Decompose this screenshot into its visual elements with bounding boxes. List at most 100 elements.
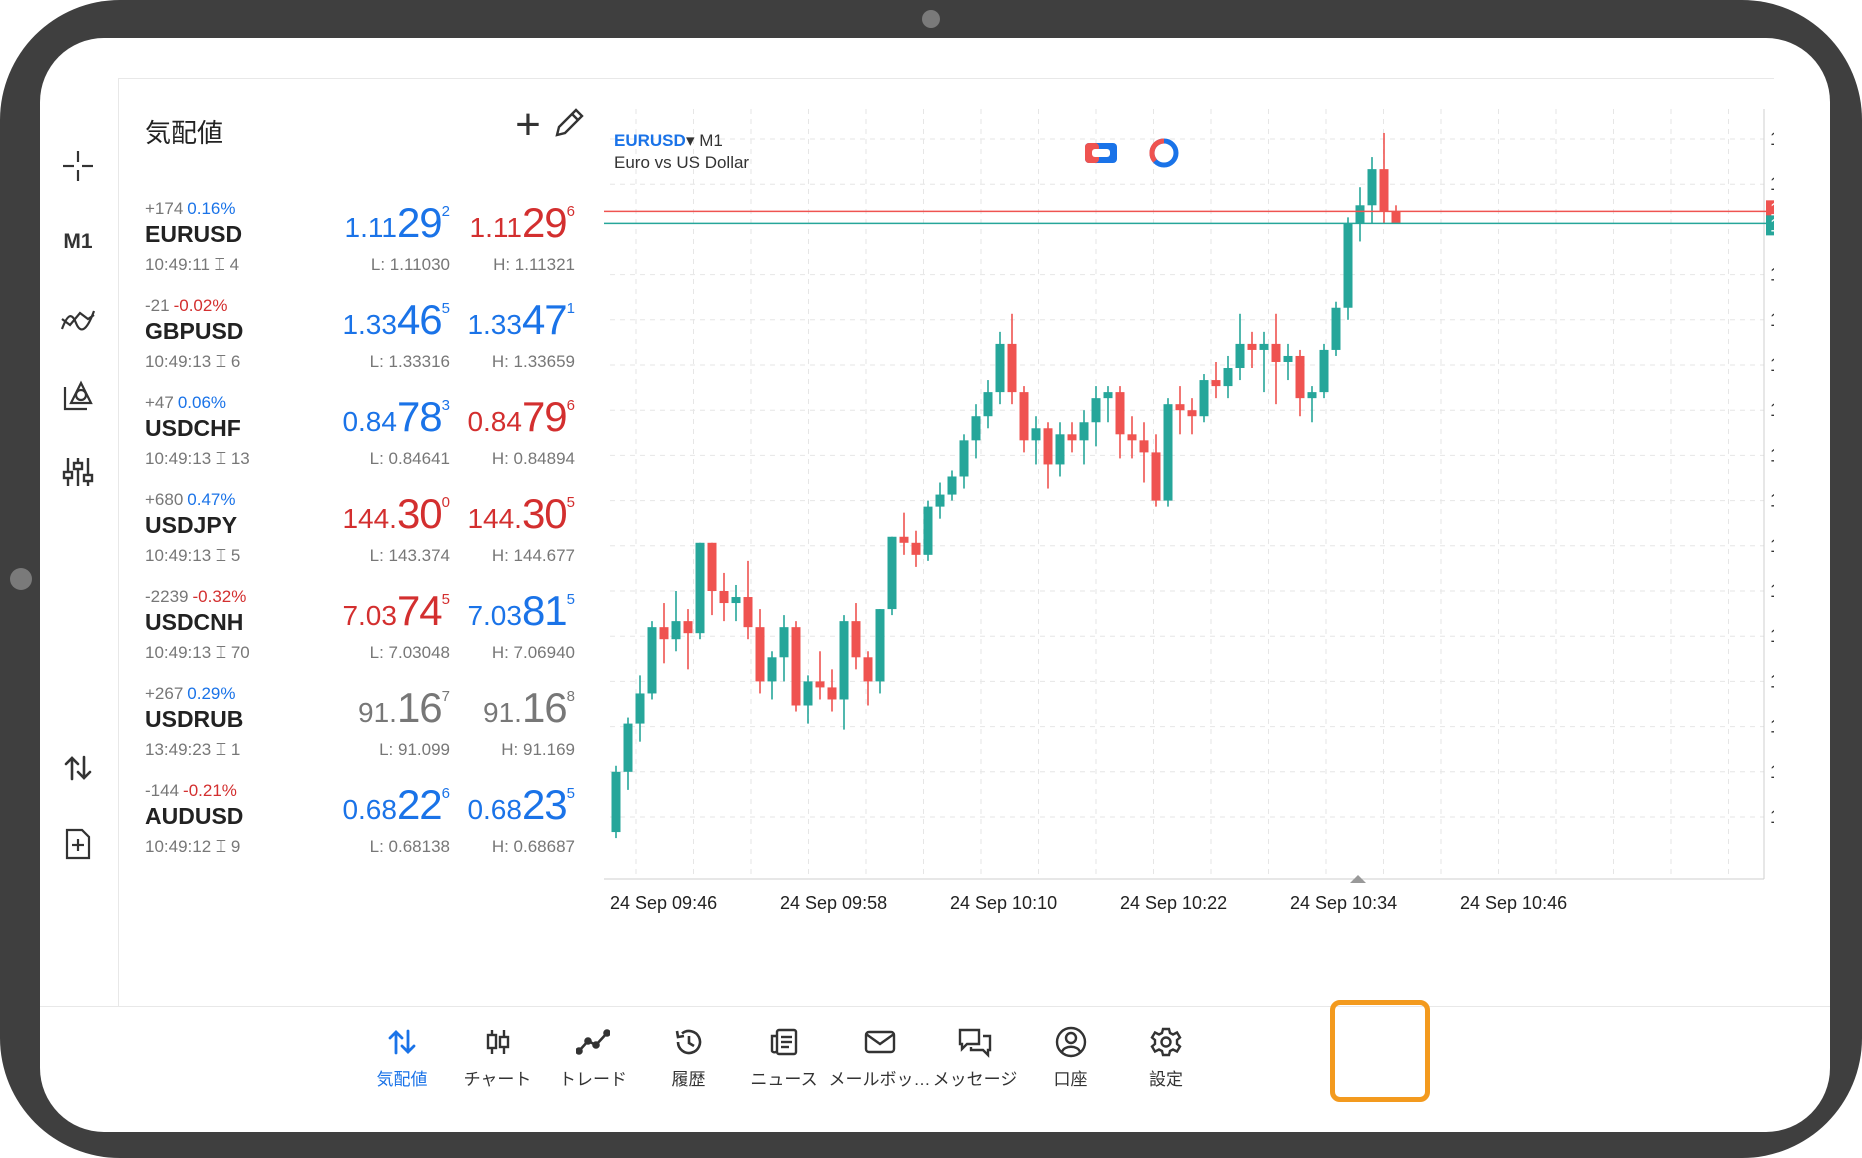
ask-price[interactable]: 0.84796: [467, 393, 575, 441]
candle-bull: [995, 343, 1005, 393]
price-axis-label: 1.11185: [1770, 536, 1774, 556]
objects-icon[interactable]: [52, 370, 104, 422]
ask-price-head: 1.33: [467, 309, 522, 340]
quote-time-value: 10:49:13: [145, 449, 212, 468]
ask-price[interactable]: 1.11296: [470, 199, 575, 247]
chart-description: Euro vs US Dollar: [614, 153, 750, 172]
ask-price[interactable]: 91.168: [483, 684, 575, 732]
nav-item-settings-gear[interactable]: 設定: [1112, 1019, 1220, 1090]
nav-item-label: メッセージ: [932, 1070, 1018, 1089]
candle-bear: [1175, 404, 1185, 411]
nav-item-mail[interactable]: メールボッ…: [826, 1019, 934, 1090]
price-axis-label: 1.11275: [1770, 265, 1774, 285]
candle-bull: [1319, 349, 1329, 393]
ask-price[interactable]: 0.68235: [467, 781, 575, 829]
nav-item-trade-line[interactable]: トレード: [539, 1019, 647, 1090]
quote-row[interactable]: +267 0.29% USDRUB 13:49:23 ⌶ 1 91.167 91.168 L…: [119, 674, 605, 788]
app-screen: M1 気配値 + +174 0.16% EURUSD 10:4: [40, 38, 1830, 1132]
change-percent: -0.32%: [192, 587, 247, 606]
nav-item-messages[interactable]: メッセージ: [921, 1019, 1029, 1090]
candle-bull: [959, 440, 969, 477]
quote-row[interactable]: -144 -0.21% AUDUSD 10:49:12 ⌶ 9 0.68226 0.682…: [119, 771, 605, 885]
candle-bull: [767, 657, 777, 682]
quote-time: 10:49:13 ⌶ 6: [145, 352, 240, 372]
bid-price[interactable]: 144.300: [342, 490, 450, 538]
nav-item-history[interactable]: 履歴: [635, 1019, 743, 1090]
change-points: +47 0.06%: [145, 393, 226, 413]
ask-price[interactable]: 1.33471: [467, 296, 575, 344]
nav-item-chart-candles[interactable]: チャート: [444, 1019, 552, 1090]
time-axis-label: 24 Sep 10:22: [1120, 893, 1227, 913]
bid-price-pips: 78: [396, 393, 443, 440]
quote-row[interactable]: +174 0.16% EURUSD 10:49:11 ⌶ 4 1.11292 1.1129…: [119, 189, 605, 303]
chart-timeframe: ▾ M1: [686, 131, 723, 150]
nav-item-account[interactable]: 口座: [1017, 1019, 1125, 1090]
price-axis-label: 1.11140: [1770, 671, 1774, 691]
ask-price[interactable]: 144.305: [467, 490, 575, 538]
time-axis-label: 24 Sep 09:46: [610, 893, 717, 913]
quote-row[interactable]: -21 -0.02% GBPUSD 10:49:13 ⌶ 6 1.33465 1.3347…: [119, 286, 605, 400]
quote-time: 10:49:13 ⌶ 70: [145, 643, 250, 663]
ask-price-fraction: 5: [566, 785, 575, 802]
candle-bull: [947, 476, 957, 495]
nav-item-label: 口座: [1053, 1070, 1088, 1089]
time-axis-label: 24 Sep 10:34: [1290, 893, 1397, 913]
new-order-icon[interactable]: [52, 818, 104, 870]
crosshair-icon[interactable]: [52, 140, 104, 192]
ask-price[interactable]: 7.03815: [467, 587, 575, 635]
bid-price-fraction: 6: [441, 785, 450, 802]
ask-price-head: 7.03: [467, 600, 522, 631]
quote-row[interactable]: +47 0.06% USDCHF 10:49:13 ⌶ 13 0.84783 0.8479…: [119, 383, 605, 497]
bid-price[interactable]: 91.167: [358, 684, 450, 732]
price-chart[interactable]: 1.11320 1.11305 1.11275 1.11260 1.11245 1.112…: [604, 79, 1774, 1007]
bid-price-fraction: 7: [441, 688, 450, 705]
trade-line-icon: [539, 1019, 647, 1065]
candle-bear: [707, 542, 717, 591]
indicators-icon[interactable]: [52, 294, 104, 346]
symbol-name: USDCHF: [145, 415, 241, 441]
symbol-name: EURUSD: [145, 221, 243, 247]
symbol-name: USDCNH: [145, 609, 244, 635]
price-axis-label: 1.11170: [1770, 581, 1774, 601]
nav-item-news[interactable]: ニュース: [730, 1019, 838, 1090]
bid-price[interactable]: 1.33465: [342, 296, 450, 344]
quote-row[interactable]: +680 0.47% USDJPY 10:49:13 ⌶ 5 144.300 144.30…: [119, 480, 605, 594]
candle-bull: [695, 542, 705, 634]
low-price: L: 1.33316: [369, 352, 450, 371]
chart-area[interactable]: 1.11320 1.11305 1.11275 1.11260 1.11245 1.112…: [604, 78, 1774, 1007]
spread-value: 70: [230, 643, 250, 662]
spread-icon: ⌶: [211, 352, 231, 371]
bid-price-fraction: 0: [441, 494, 450, 511]
bid-price[interactable]: 7.03745: [342, 587, 450, 635]
change-percent: 0.29%: [187, 684, 236, 703]
candle-bear: [911, 542, 921, 555]
price-axis-label: 1.11245: [1770, 355, 1774, 375]
bid-price[interactable]: 0.68226: [342, 781, 450, 829]
change-points: +680 0.47%: [145, 490, 236, 510]
quote-time: 10:49:11 ⌶ 4: [145, 255, 239, 275]
edit-pencil-icon[interactable]: [549, 103, 595, 149]
candle-bear: [1115, 392, 1125, 435]
candle-bull: [647, 627, 657, 694]
bid-price[interactable]: 1.11292: [345, 199, 450, 247]
quote-time: 10:49:12 ⌶ 9: [145, 837, 240, 857]
change-points-value: +47: [145, 393, 174, 412]
ask-price-fraction: 5: [566, 591, 575, 608]
change-points-value: +680: [145, 490, 184, 509]
ask-price-head: 144.: [467, 503, 522, 534]
add-symbol-button[interactable]: +: [515, 100, 541, 149]
side-button: [10, 568, 32, 590]
spread-icon: ⌶: [211, 837, 231, 856]
chart-symbol[interactable]: EURUSD: [614, 131, 686, 150]
chart-settings-icon[interactable]: [52, 446, 104, 498]
bid-price[interactable]: 0.84783: [342, 393, 450, 441]
candle-bull: [971, 416, 981, 441]
one-click-trade-icon[interactable]: [52, 742, 104, 794]
change-points-value: -21: [145, 296, 170, 315]
quote-row[interactable]: -2239 -0.32% USDCNH 10:49:13 ⌶ 70 7.03745 7.0…: [119, 577, 605, 691]
timeframe-button[interactable]: M1: [63, 230, 93, 253]
nav-item-quotes-arrows[interactable]: 気配値: [348, 1019, 456, 1090]
candle-bull: [1091, 398, 1101, 423]
nav-item-label: チャート: [463, 1070, 532, 1089]
candle-bear: [1379, 169, 1389, 212]
